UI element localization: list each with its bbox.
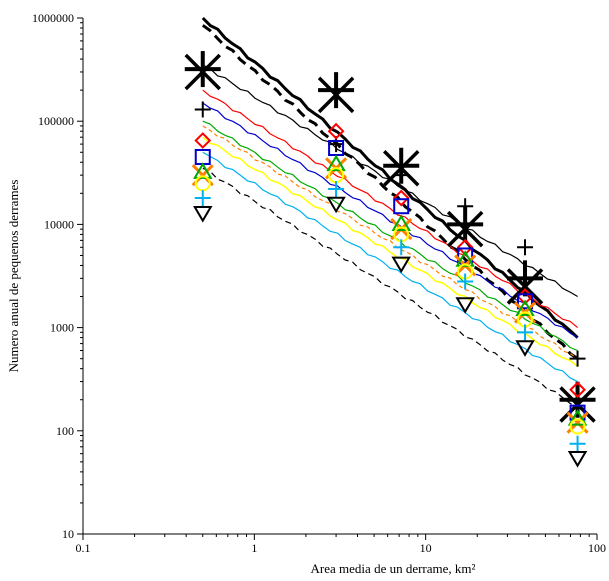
data-point [194, 101, 211, 118]
data-point [457, 198, 474, 215]
y-axis-title: Numero anual de pequenos derrames [6, 180, 21, 373]
y-tick-label: 10000 [44, 217, 74, 231]
data-point [569, 418, 586, 435]
data-point [393, 167, 410, 184]
data-point [517, 239, 534, 256]
fit-line [202, 151, 578, 383]
data-point [517, 293, 534, 310]
data-point [393, 239, 410, 256]
x-axis-title: Area media de un derrame, km² [311, 561, 476, 576]
data-point [455, 250, 475, 267]
x-tick-label: 10 [420, 541, 432, 555]
data-point [569, 435, 586, 452]
data-point [326, 154, 346, 172]
y-tick-label: 1000000 [32, 11, 74, 25]
data-point [569, 381, 586, 399]
data-point [193, 206, 213, 223]
data-point [569, 350, 586, 367]
data-point [184, 51, 221, 88]
data-point [327, 122, 345, 140]
data-point [193, 162, 213, 179]
fit-line [202, 167, 578, 408]
y-tick-label: 100000 [38, 114, 74, 128]
data-point [507, 260, 544, 297]
y-tick-label: 10 [62, 527, 74, 541]
data-point [567, 450, 588, 468]
data-point [515, 299, 535, 317]
data-point [391, 256, 411, 274]
fit-line [202, 136, 579, 368]
data-point [515, 340, 535, 357]
x-tick-label: 100 [588, 541, 606, 555]
fit-line [202, 102, 578, 339]
fit-line [202, 125, 578, 360]
data-point [318, 72, 355, 109]
data-point [328, 181, 345, 198]
y-tick-label: 1000 [50, 321, 74, 335]
data-markers [184, 51, 596, 468]
data-point [567, 409, 588, 426]
data-point [455, 297, 475, 314]
data-point [393, 198, 410, 215]
data-point [194, 132, 212, 149]
axis-ticks: 0.1 1 10 100 10 100 1000 10000 100000 1000000 [32, 11, 606, 555]
data-point [391, 214, 411, 231]
data-point [194, 190, 211, 207]
data-point [326, 196, 346, 214]
data-point [457, 273, 474, 290]
fit-line [202, 89, 578, 329]
data-point [457, 247, 474, 264]
data-point [456, 238, 474, 256]
x-tick-label: 0.1 [76, 541, 91, 555]
y-tick-label: 100 [56, 424, 74, 438]
x-tick-label: 1 [251, 541, 257, 555]
data-point [194, 148, 211, 165]
data-point [517, 324, 534, 341]
data-point [392, 189, 410, 207]
fit-line [202, 120, 578, 352]
